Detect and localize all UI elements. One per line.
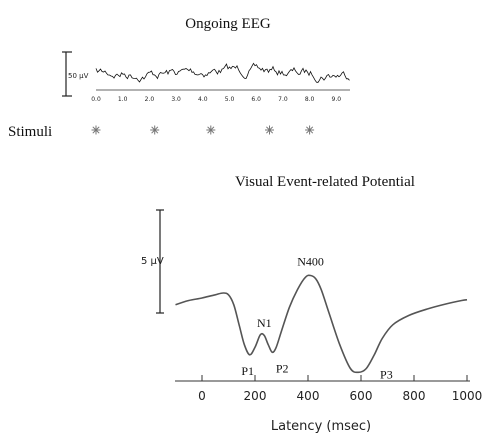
eeg-trace <box>95 62 350 83</box>
eeg-tick-label: 1.0 <box>118 96 128 103</box>
eeg-tick-label: 2.0 <box>145 96 155 103</box>
stimulus-markers <box>91 125 315 135</box>
erp-x-tick-label: 200 <box>244 389 267 403</box>
eeg-tick-label: 4.0 <box>198 96 208 103</box>
stimulus-marker <box>206 125 216 135</box>
erp-x-tick-label: 800 <box>403 389 426 403</box>
peak-label-p3: P3 <box>380 367 393 381</box>
stimulus-marker <box>305 125 315 135</box>
erp-x-tick-label: 0 <box>198 389 206 403</box>
eeg-tick-label: 9.0 <box>332 96 342 103</box>
eeg-title: Ongoing EEG <box>185 16 271 32</box>
eeg-tick-label: 7.0 <box>278 96 288 103</box>
erp-scale-bar <box>156 209 164 314</box>
eeg-tick-label: 0.0 <box>91 96 101 103</box>
erp-x-tick-label: 400 <box>297 389 320 403</box>
eeg-scale-label: 50 μV <box>68 72 89 80</box>
eeg-tick-label: 6.0 <box>251 96 261 103</box>
peak-label-n1: N1 <box>257 316 272 330</box>
stimulus-marker <box>91 125 101 135</box>
erp-waveform <box>175 274 468 374</box>
eeg-tick-label: 8.0 <box>305 96 315 103</box>
peak-label-p1: P1 <box>241 364 254 378</box>
erp-peak-labels: P1 N1 P2 N400 P3 <box>241 255 392 382</box>
stimulus-marker <box>150 125 160 135</box>
eeg-tick-label: 5.0 <box>225 96 235 103</box>
stimulus-marker <box>265 125 274 135</box>
erp-x-ticks: 0 200 400 600 800 1000 <box>198 375 482 403</box>
peak-label-p2: P2 <box>276 361 289 375</box>
erp-x-tick-label: 1000 <box>452 389 482 403</box>
erp-x-tick-label: 600 <box>350 389 373 403</box>
erp-x-axis-label: Latency (msec) <box>271 419 371 434</box>
eeg-tick-labels: 0.0 1.0 2.0 3.0 4.0 5.0 6.0 7.0 8.0 9.0 <box>91 96 341 103</box>
eeg-tick-label: 3.0 <box>171 96 181 103</box>
eeg-scale-bar <box>62 51 72 97</box>
peak-label-n400: N400 <box>297 255 324 269</box>
erp-title: Visual Event-related Potential <box>235 174 415 190</box>
stimuli-label: Stimuli <box>8 124 52 140</box>
erp-scale-label: 5 μV <box>141 256 164 267</box>
